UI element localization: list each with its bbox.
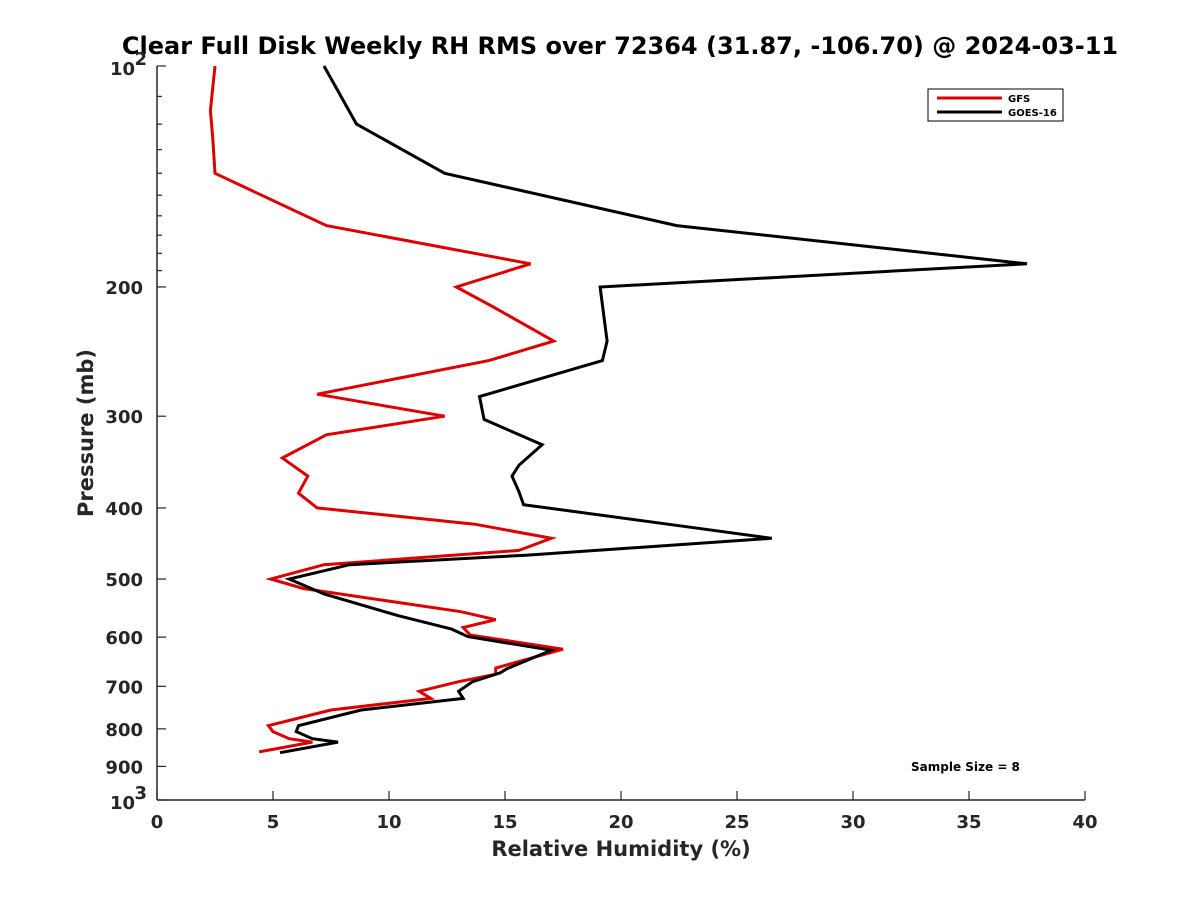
- x-axis-label: Relative Humidity (%): [491, 837, 750, 861]
- y-decade-label: 10: [110, 59, 135, 80]
- y-axis-label: Pressure (mb): [74, 349, 98, 517]
- y-decade-label: 10: [110, 793, 135, 814]
- series-line-goes-16: [279, 65, 1028, 755]
- x-tick-label: 40: [1072, 812, 1097, 833]
- plot-area: 0 5 10 15 20 25 30 35 40 200 300 400 500 600 700 800 90…: [105, 49, 1097, 833]
- x-tick-label: 10: [376, 812, 401, 833]
- x-tick-label: 5: [267, 812, 280, 833]
- y-tick-label: 800: [105, 720, 143, 741]
- y-tick-label: 200: [105, 278, 143, 299]
- sample-size-annotation: Sample Size = 8: [911, 760, 1020, 774]
- y-tick-label: 400: [105, 499, 143, 520]
- y-decade-exponent: 3: [134, 783, 147, 804]
- chart-title: Clear Full Disk Weekly RH RMS over 72364…: [122, 32, 1118, 60]
- x-axis-ticks: 0 5 10 15 20 25 30 35 40: [151, 791, 1098, 833]
- y-tick-label: 300: [105, 407, 143, 428]
- legend-box: [927, 88, 1064, 122]
- y-tick-label: 700: [105, 677, 143, 698]
- legend: GFS GOES-16: [927, 88, 1064, 122]
- y-tick-label: 900: [105, 757, 143, 778]
- x-tick-label: 15: [492, 812, 517, 833]
- x-tick-label: 20: [608, 812, 633, 833]
- series-line-gfs: [208, 65, 564, 754]
- y-decade-exponent: 2: [134, 49, 147, 70]
- series-layer: [208, 65, 1028, 755]
- y-tick-label: 600: [105, 628, 143, 649]
- x-tick-label: 35: [956, 812, 981, 833]
- x-tick-label: 25: [724, 812, 749, 833]
- legend-label: GOES-16: [1008, 108, 1057, 119]
- legend-label: GFS: [1008, 94, 1030, 105]
- y-tick-label: 500: [105, 570, 143, 591]
- x-tick-label: 0: [151, 812, 164, 833]
- x-tick-label: 30: [840, 812, 865, 833]
